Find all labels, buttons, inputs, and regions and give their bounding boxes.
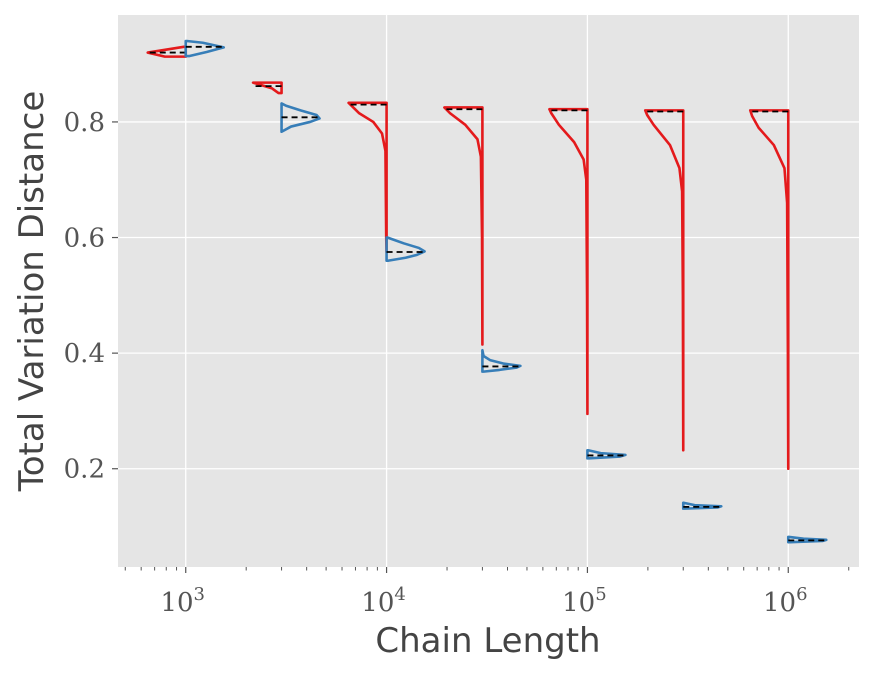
- y-tick-label: 0.2: [64, 455, 105, 485]
- violin-left: [443, 106, 484, 346]
- violin-right: [385, 236, 426, 262]
- x-tick-label: 104: [361, 584, 406, 618]
- plot-area: [118, 15, 859, 567]
- violin-right: [481, 348, 522, 373]
- x-axis-title: Chain Length: [375, 621, 600, 661]
- violins: [146, 39, 828, 544]
- violin-left: [548, 107, 589, 416]
- x-tick-labels: 103 104 105 106: [160, 584, 807, 618]
- violin-right: [681, 501, 723, 510]
- x-tick-label: 105: [562, 584, 607, 618]
- minor-ticks: [112, 121, 850, 573]
- violin-left: [251, 81, 283, 95]
- y-tick-labels: 0.2 0.4 0.6 0.8: [64, 108, 105, 485]
- violin-right: [786, 535, 828, 544]
- violin-right: [280, 102, 321, 134]
- x-tick-label: 106: [763, 584, 808, 618]
- y-tick-label: 0.4: [64, 339, 105, 369]
- violin-left: [347, 101, 388, 254]
- violin-left: [643, 109, 685, 452]
- violin-left: [748, 109, 790, 471]
- x-tick-label: 103: [160, 584, 205, 618]
- y-tick-label: 0.6: [64, 224, 105, 254]
- violin-right: [586, 448, 627, 460]
- y-tick-label: 0.8: [64, 108, 105, 138]
- y-axis-title: Total Variation Distance: [12, 91, 52, 493]
- violin-right: [184, 39, 226, 58]
